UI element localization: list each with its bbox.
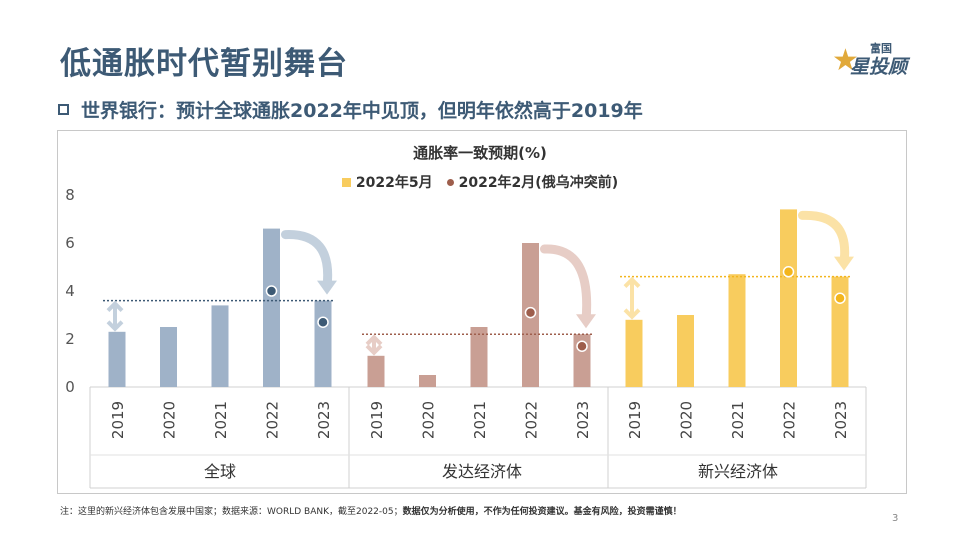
- legend-dot-swatch: [446, 178, 454, 186]
- square-bullet-icon: [58, 104, 69, 115]
- bar-全球-2022: [263, 228, 280, 387]
- subtitle: 世界银行：预计全球通胀2022年中见顶，但明年依然高于2019年: [58, 96, 643, 123]
- x-tick-label: 2021: [212, 401, 230, 439]
- bar-新兴经济体-2021: [728, 274, 746, 387]
- bar-全球-2020: [160, 327, 177, 387]
- logo-top-text: 富国: [870, 42, 892, 55]
- feb-forecast-dot-全球-2023: [317, 316, 329, 328]
- x-tick-label: 2019: [368, 401, 386, 439]
- chart-legend: 2022年5月 2022年2月(俄乌冲突前): [0, 172, 960, 192]
- legend-label-may: 2022年5月: [355, 175, 433, 191]
- y-tick-label: 8: [65, 186, 75, 204]
- decline-arrow: [798, 210, 850, 268]
- x-tick-label: 2020: [678, 401, 696, 439]
- y-tick-label: 4: [65, 282, 75, 300]
- bar-新兴经济体-2023: [831, 276, 849, 387]
- bar-新兴经济体-2020: [677, 315, 694, 387]
- bar-新兴经济体-2019: [625, 319, 643, 387]
- bar-全球-2019: [108, 331, 126, 387]
- footnote-disclaimer: 数据仅为分析使用，不作为任何投资建议。基金有风险，投资需谨慎！: [402, 507, 682, 517]
- feb-forecast-dot-全球-2022: [265, 285, 278, 297]
- x-tick-label: 2019: [626, 401, 644, 439]
- x-tick-label: 2022: [523, 401, 541, 439]
- page-title: 低通胀时代暂别舞台: [60, 46, 348, 82]
- gap-arrow-head-down: [623, 308, 641, 320]
- gap-arrow-head-up: [106, 300, 124, 313]
- x-tick-label: 2023: [574, 401, 592, 439]
- group-label-emerging: 新兴经济体: [697, 462, 778, 481]
- y-tick-label: 0: [65, 378, 75, 396]
- y-tick-label: 6: [65, 234, 75, 252]
- page-number: 3: [892, 513, 899, 524]
- x-tick-label: 2022: [781, 401, 799, 439]
- x-tick-label: 2019: [109, 401, 127, 439]
- group-label-advanced: 发达经济体: [441, 462, 522, 481]
- gap-arrow-head-down: [106, 320, 124, 332]
- legend-item-feb: 2022年2月(俄乌冲突前): [446, 172, 619, 192]
- bar-发达经济体-2020: [419, 375, 436, 387]
- bar-发达经济体-2021: [470, 327, 488, 387]
- feb-forecast-dot-新兴经济体-2023: [834, 292, 846, 304]
- x-tick-label: 2021: [729, 401, 747, 439]
- bar-发达经济体-2019: [367, 355, 385, 387]
- decline-arrow-head: [834, 256, 854, 271]
- star-icon: ★: [832, 43, 859, 78]
- legend-bar-swatch: [341, 177, 351, 187]
- x-tick-label: 2023: [832, 401, 850, 439]
- gap-arrow-head-up: [623, 276, 641, 289]
- feb-forecast-dot-发达经济体-2022: [524, 306, 537, 319]
- decline-arrow: [281, 230, 333, 292]
- x-tick-label: 2023: [315, 401, 333, 439]
- footnote: 注：这里的新兴经济体包含发展中国家；数据来源：WORLD BANK，截至2022…: [60, 504, 682, 517]
- gap-arrow-head-down: [365, 344, 383, 356]
- chart-title: 通胀率一致预期(%): [413, 144, 547, 162]
- decline-arrow-head: [317, 280, 337, 295]
- gap-arrow-head-up: [365, 334, 383, 346]
- legend-label-feb: 2022年2月(俄乌冲突前): [458, 175, 619, 191]
- subtitle-text: 世界银行：预计全球通胀2022年中见顶，但明年依然高于2019年: [81, 100, 643, 122]
- decline-arrow-head: [576, 314, 596, 329]
- x-tick-label: 2020: [161, 401, 179, 439]
- feb-forecast-dot-新兴经济体-2022: [782, 266, 795, 278]
- footnote-source: 注：这里的新兴经济体包含发展中国家；数据来源：WORLD BANK，截至2022…: [60, 507, 403, 517]
- decline-arrow: [540, 244, 592, 325]
- y-tick-label: 2: [65, 330, 75, 348]
- legend-item-may: 2022年5月: [341, 172, 433, 192]
- x-tick-label: 2020: [420, 401, 438, 439]
- brand-logo: ★ 富国 星投顾: [832, 40, 922, 84]
- chart-frame: [57, 130, 907, 494]
- bar-全球-2023: [314, 300, 332, 387]
- group-label-global: 全球: [203, 462, 236, 481]
- x-tick-label: 2022: [264, 401, 282, 439]
- feb-forecast-dot-发达经济体-2023: [576, 340, 588, 352]
- bar-全球-2021: [211, 305, 229, 387]
- bar-新兴经济体-2022: [780, 209, 797, 387]
- logo-main-text: 星投顾: [850, 56, 908, 78]
- x-tick-label: 2021: [471, 401, 489, 439]
